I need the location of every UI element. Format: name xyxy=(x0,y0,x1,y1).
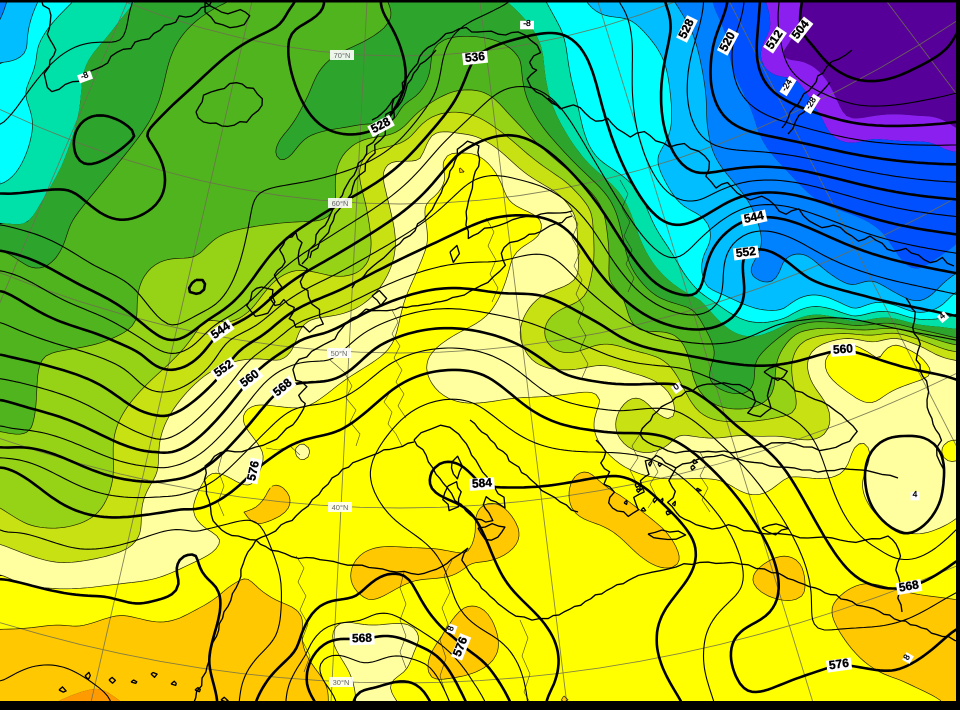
svg-text:576: 576 xyxy=(244,459,262,482)
svg-text:4: 4 xyxy=(937,310,947,321)
svg-text:568: 568 xyxy=(352,631,373,646)
svg-text:544: 544 xyxy=(743,208,766,226)
svg-text:40°N: 40°N xyxy=(332,503,349,512)
svg-text:-8: -8 xyxy=(79,69,90,81)
svg-text:30°N: 30°N xyxy=(333,678,350,687)
svg-text:560: 560 xyxy=(832,341,853,356)
svg-text:70°N: 70°N xyxy=(334,51,351,60)
svg-text:4: 4 xyxy=(913,489,918,499)
svg-text:8: 8 xyxy=(901,652,912,661)
svg-text:-8: -8 xyxy=(523,18,531,28)
svg-text:0: 0 xyxy=(671,381,681,392)
svg-text:60°N: 60°N xyxy=(332,199,349,208)
svg-text:552: 552 xyxy=(735,244,757,260)
svg-text:584: 584 xyxy=(471,475,492,490)
svg-text:568: 568 xyxy=(898,577,920,594)
svg-text:50°N: 50°N xyxy=(331,349,348,358)
svg-text:536: 536 xyxy=(464,49,486,65)
svg-text:576: 576 xyxy=(828,656,850,673)
svg-text:8: 8 xyxy=(445,624,456,632)
